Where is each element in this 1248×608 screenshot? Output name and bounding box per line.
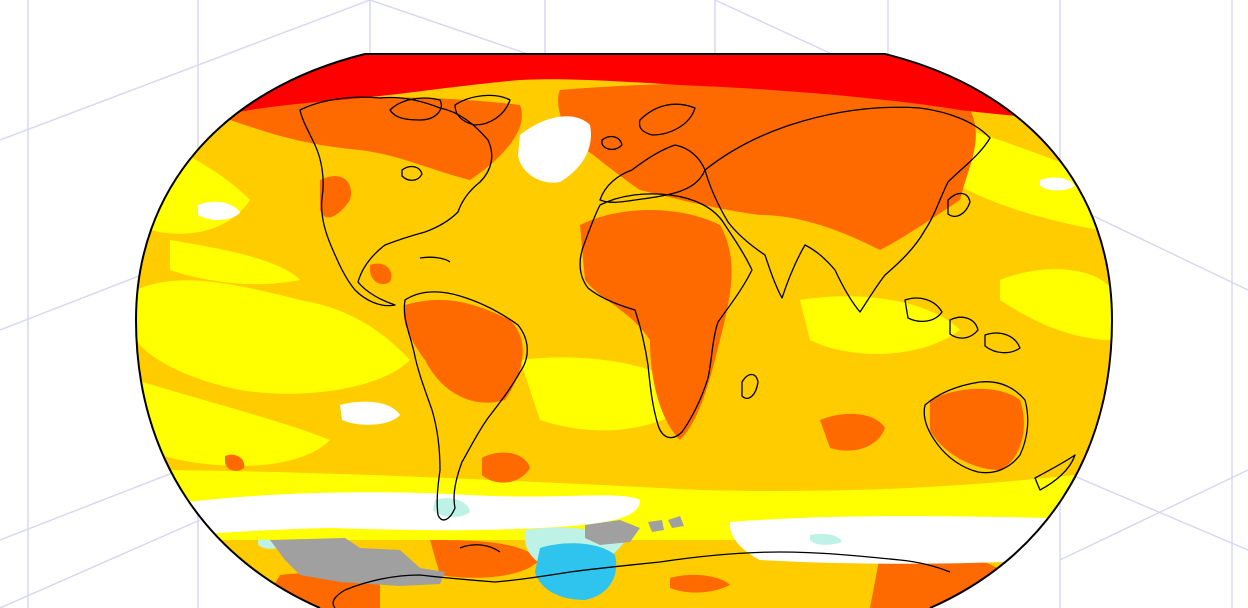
coast-asia [704, 106, 991, 313]
bin-strong-warm [225, 83, 1024, 608]
coast-antarctica [344, 551, 951, 591]
bin-very-strong-warm [136, 54, 1112, 130]
coast-north-america [299, 96, 493, 307]
bin-no-data [270, 516, 684, 586]
coast-africa [579, 193, 753, 439]
coast-south-america [403, 291, 528, 521]
coast-australia [923, 381, 1029, 474]
coastlines [299, 94, 1076, 608]
bin-near-zero [136, 116, 1075, 564]
anomaly-field [136, 54, 1112, 608]
globe-outline [134, 53, 1114, 608]
